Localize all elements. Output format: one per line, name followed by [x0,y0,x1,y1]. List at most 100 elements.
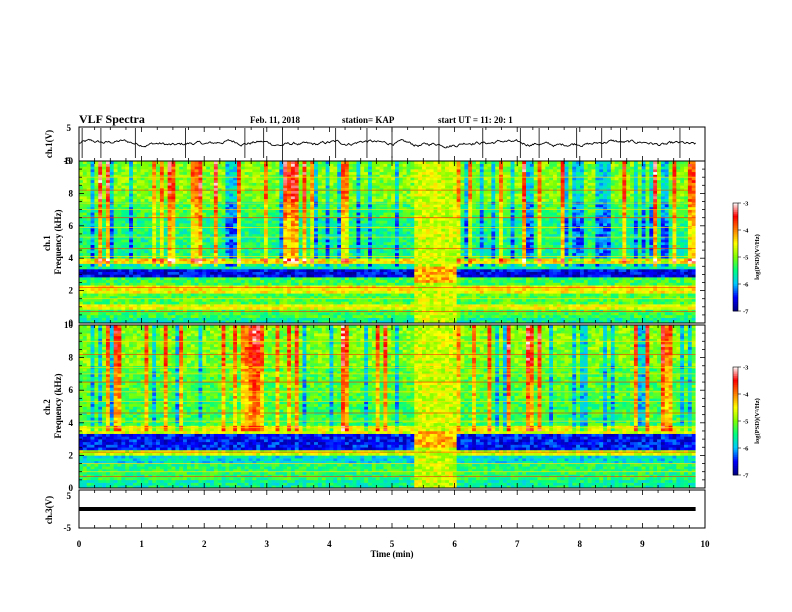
ch1-spec-cell [352,231,357,235]
ch1-spec-cell [352,247,357,251]
ch1-spec-cell [375,236,380,240]
ch1-spec-cell [129,287,134,291]
ch1-spec-cell [352,169,357,173]
ch1-spec-cell [98,212,103,216]
ch1-spec-cell [90,161,95,164]
ch1-spec-cell [221,266,226,270]
ch1-spec-cell [117,252,122,256]
ch1-spec-cell [252,233,257,237]
ch1-spec-cell [159,271,165,275]
ch1-spec-cell [233,193,238,197]
ch1-spec-cell [310,188,315,191]
ch1-spec-cell [344,188,350,191]
ch1-spec-cell [290,285,296,289]
ch1-spec-cell [90,277,95,281]
ch1-spec-cell [186,185,192,189]
ch1-spec-cell [171,258,176,262]
ch1-spec-cell [321,309,326,313]
ch1-spec-cell [105,204,111,208]
ch1-spec-cell [175,174,180,178]
ch1-spec-cell [298,171,303,175]
ch1-spec-cell [186,242,192,245]
ch1-spec-cell [244,215,249,218]
ch1-spec-cell [183,212,188,216]
ch1-spec-cell [263,271,269,275]
ch1-spec-cell [163,290,168,294]
ch1-spec-cell [194,182,199,186]
ch1-spectrogram-heatmap [79,161,705,324]
ch1-spec-cell [283,320,288,324]
ch1-spec-cell [152,161,157,164]
ch1-spec-cell [240,177,246,181]
ch1-spec-cell [364,271,369,275]
ch1-spec-cell [183,188,188,191]
ch1-spec-cell [109,320,114,324]
ch1-spec-cell [82,285,87,289]
ch1-spec-cell [190,220,195,224]
ch1-spec-cell [202,250,207,254]
ch1-spec-cell [379,228,384,232]
ch1-spec-cell [321,304,326,308]
ch1-spec-cell [136,312,141,316]
ch1-spec-cell [290,198,296,202]
ch1-spec-cell [279,212,284,216]
ch1-spec-cell [102,239,107,243]
ch1-spec-cell [240,287,246,291]
ch1-spec-cell [136,196,141,200]
ch1-spec-cell [240,190,246,194]
ch1-spec-cell [213,198,219,202]
ch1-spec-cell [82,242,87,245]
ch1-spec-cell [98,179,103,183]
ch1-spec-cell [379,290,384,294]
ch1-spec-cell [167,287,172,291]
ch1-spec-cell [321,217,326,221]
ch1-spec-cell [233,242,238,245]
ch1-spec-cell [217,196,222,200]
ch1-spec-cell [144,314,149,318]
ch1-spec-cell [248,266,253,270]
ch1-spec-cell [391,285,396,289]
ch1-spec-cell [210,282,215,286]
ch1-spec-cell [329,177,334,181]
ch1-spec-cell [225,177,230,181]
ch1-spec-cell [368,179,373,183]
ch1-spec-cell [317,277,323,281]
ch1-spec-cell [287,177,292,181]
ch1-spec-cell [202,301,207,305]
ch1-spec-cell [383,212,388,216]
ch1-spec-cell [240,317,246,321]
ch1-spec-cell [379,309,384,313]
ch1-spec-cell [175,263,180,267]
ch1-spec-cell [202,296,207,299]
ch1-spec-cell [352,228,357,232]
ch1-spec-cell [152,177,157,181]
ch1-spec-cell [183,296,188,299]
ch1-spec-cell [375,209,380,213]
ch1-spec-cell [171,209,176,213]
ch1-spec-cell [206,171,211,175]
ch1-spec-cell [79,304,84,308]
ch1-spec-cell [136,220,141,224]
ch1-spec-cell [298,247,303,251]
ch1-spec-cell [171,266,176,270]
ch1-spec-cell [252,260,257,264]
ch1-spec-cell [171,177,176,181]
ch1-spec-cell [183,279,188,283]
ch1-spec-cell [287,271,292,275]
ch1-spec-cell [179,169,184,173]
ch1-spec-cell [383,304,388,308]
ch1-spec-cell [213,255,219,259]
ch1-spec-cell [256,204,261,208]
ch1-spec-cell [125,196,130,200]
ch1-spec-cell [121,179,126,183]
ch1-spec-cell [125,182,130,186]
ch1-spec-cell [267,279,272,283]
ch1-spec-cell [294,244,299,248]
ch1-spec-cell [98,282,103,286]
ch1-spec-cell [148,250,153,254]
ch1-spec-cell [210,236,215,240]
ch1-spec-cell [144,293,149,297]
ch1-spec-cell [317,266,323,270]
ch1-spec-cell [283,258,288,262]
